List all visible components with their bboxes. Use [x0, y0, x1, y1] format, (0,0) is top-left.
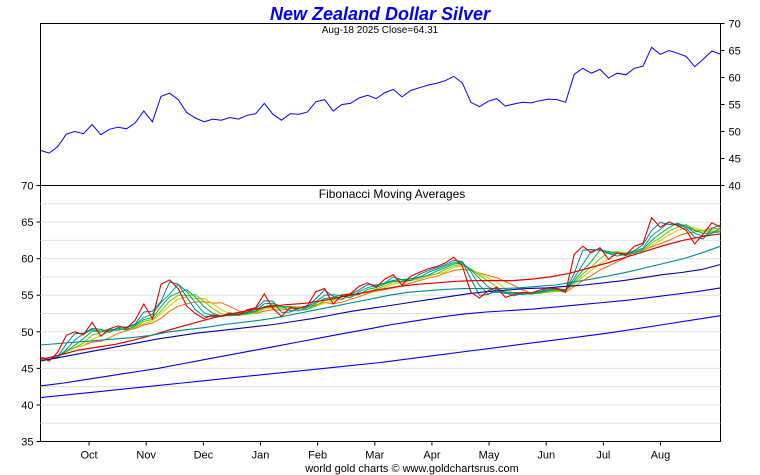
fast-moving-average-line [40, 227, 721, 360]
price-panel-y-axis: 40 45 50 55 60 65 70 [720, 19, 741, 193]
y-tick-label: 60 [729, 73, 741, 85]
x-tick-label: Jul [596, 450, 610, 462]
y-tick-label: 70 [729, 19, 741, 31]
moving-average-line [40, 315, 721, 399]
indicator-title: Fibonacci Moving Averages [319, 187, 466, 201]
moving-average-line [40, 245, 721, 346]
x-axis: Oct Nov Dec Jan Feb Mar Apr May Jun Jul Aug [81, 441, 671, 462]
x-tick-label: Dec [194, 450, 214, 462]
moving-averages-grid [40, 203, 721, 424]
y-tick-label: 50 [21, 327, 33, 339]
price-line [40, 46, 721, 154]
chart-subtitle: Aug-18 2025 Close=64.31 [322, 25, 439, 36]
footer-credit: world gold charts © www.goldchartsrus.co… [304, 463, 519, 475]
x-tick-label: Jun [537, 450, 555, 462]
fast-moving-average-line [40, 222, 721, 360]
price-line [40, 216, 721, 362]
chart-title: New Zealand Dollar Silver [270, 4, 491, 24]
x-tick-label: Jan [252, 450, 270, 462]
moving-average-line [40, 287, 721, 387]
price-panel: 40 45 50 55 60 65 70 [40, 19, 741, 193]
y-tick-label: 70 [21, 181, 33, 193]
x-tick-label: Feb [308, 450, 327, 462]
y-tick-label: 50 [729, 127, 741, 139]
price-panel-frame [40, 23, 721, 186]
y-tick-label: 35 [21, 437, 33, 449]
x-tick-label: Aug [651, 450, 671, 462]
moving-average-lines [40, 216, 721, 399]
y-tick-label: 65 [729, 46, 741, 58]
x-tick-label: May [479, 450, 500, 462]
y-tick-label: 40 [729, 181, 741, 193]
y-tick-label: 60 [21, 254, 33, 266]
moving-averages-panel: Fibonacci Moving Averages 35 40 45 50 55 60 65… [21, 181, 721, 449]
x-tick-label: Oct [81, 450, 98, 462]
x-tick-label: Nov [136, 450, 156, 462]
fast-moving-average-line [40, 221, 721, 360]
x-tick-label: Apr [423, 450, 440, 462]
moving-average-line [40, 263, 721, 362]
fast-moving-average-line [40, 227, 721, 360]
y-tick-label: 40 [21, 400, 33, 412]
y-tick-label: 45 [21, 363, 33, 375]
moving-averages-y-axis: 35 40 45 50 55 60 65 70 [21, 181, 41, 449]
y-tick-label: 45 [729, 154, 741, 166]
y-tick-label: 55 [729, 100, 741, 112]
x-tick-label: Mar [365, 450, 384, 462]
fast-moving-average-line [40, 224, 721, 360]
y-tick-label: 65 [21, 217, 33, 229]
y-tick-label: 55 [21, 290, 33, 302]
